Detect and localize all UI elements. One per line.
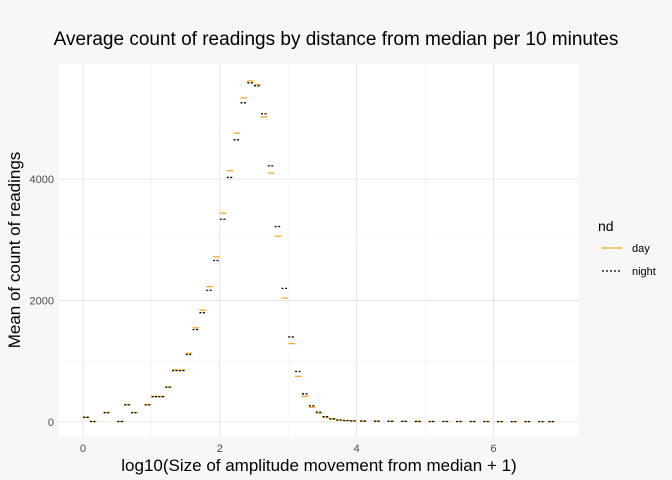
chart-title: Average count of readings by distance fr…: [54, 29, 619, 50]
x-tick-label: 0: [80, 443, 86, 455]
legend-title: nd: [598, 218, 614, 234]
y-tick-label: 0: [48, 417, 54, 429]
y-tick-label: 2000: [30, 296, 54, 308]
grid-lines: [59, 64, 579, 437]
y-tick-labels: 0 2000 4000: [30, 174, 54, 429]
x-tick-label: 2: [217, 443, 223, 455]
y-tick-label: 4000: [30, 174, 54, 186]
x-tick-label: 4: [354, 443, 360, 455]
x-axis-title: log10(Size of amplitude movement from me…: [121, 456, 516, 475]
series-lines: [83, 80, 555, 423]
x-tick-label: 6: [490, 443, 496, 455]
plot-panel: [59, 64, 579, 437]
legend-label-day: day: [632, 243, 650, 255]
legend-label-night: night: [632, 266, 656, 278]
series-night: [83, 82, 555, 423]
x-tick-labels: 0 2 4 6: [80, 443, 497, 455]
legend: nd day night: [598, 218, 656, 278]
y-axis-title: Mean of count of readings: [5, 152, 24, 349]
